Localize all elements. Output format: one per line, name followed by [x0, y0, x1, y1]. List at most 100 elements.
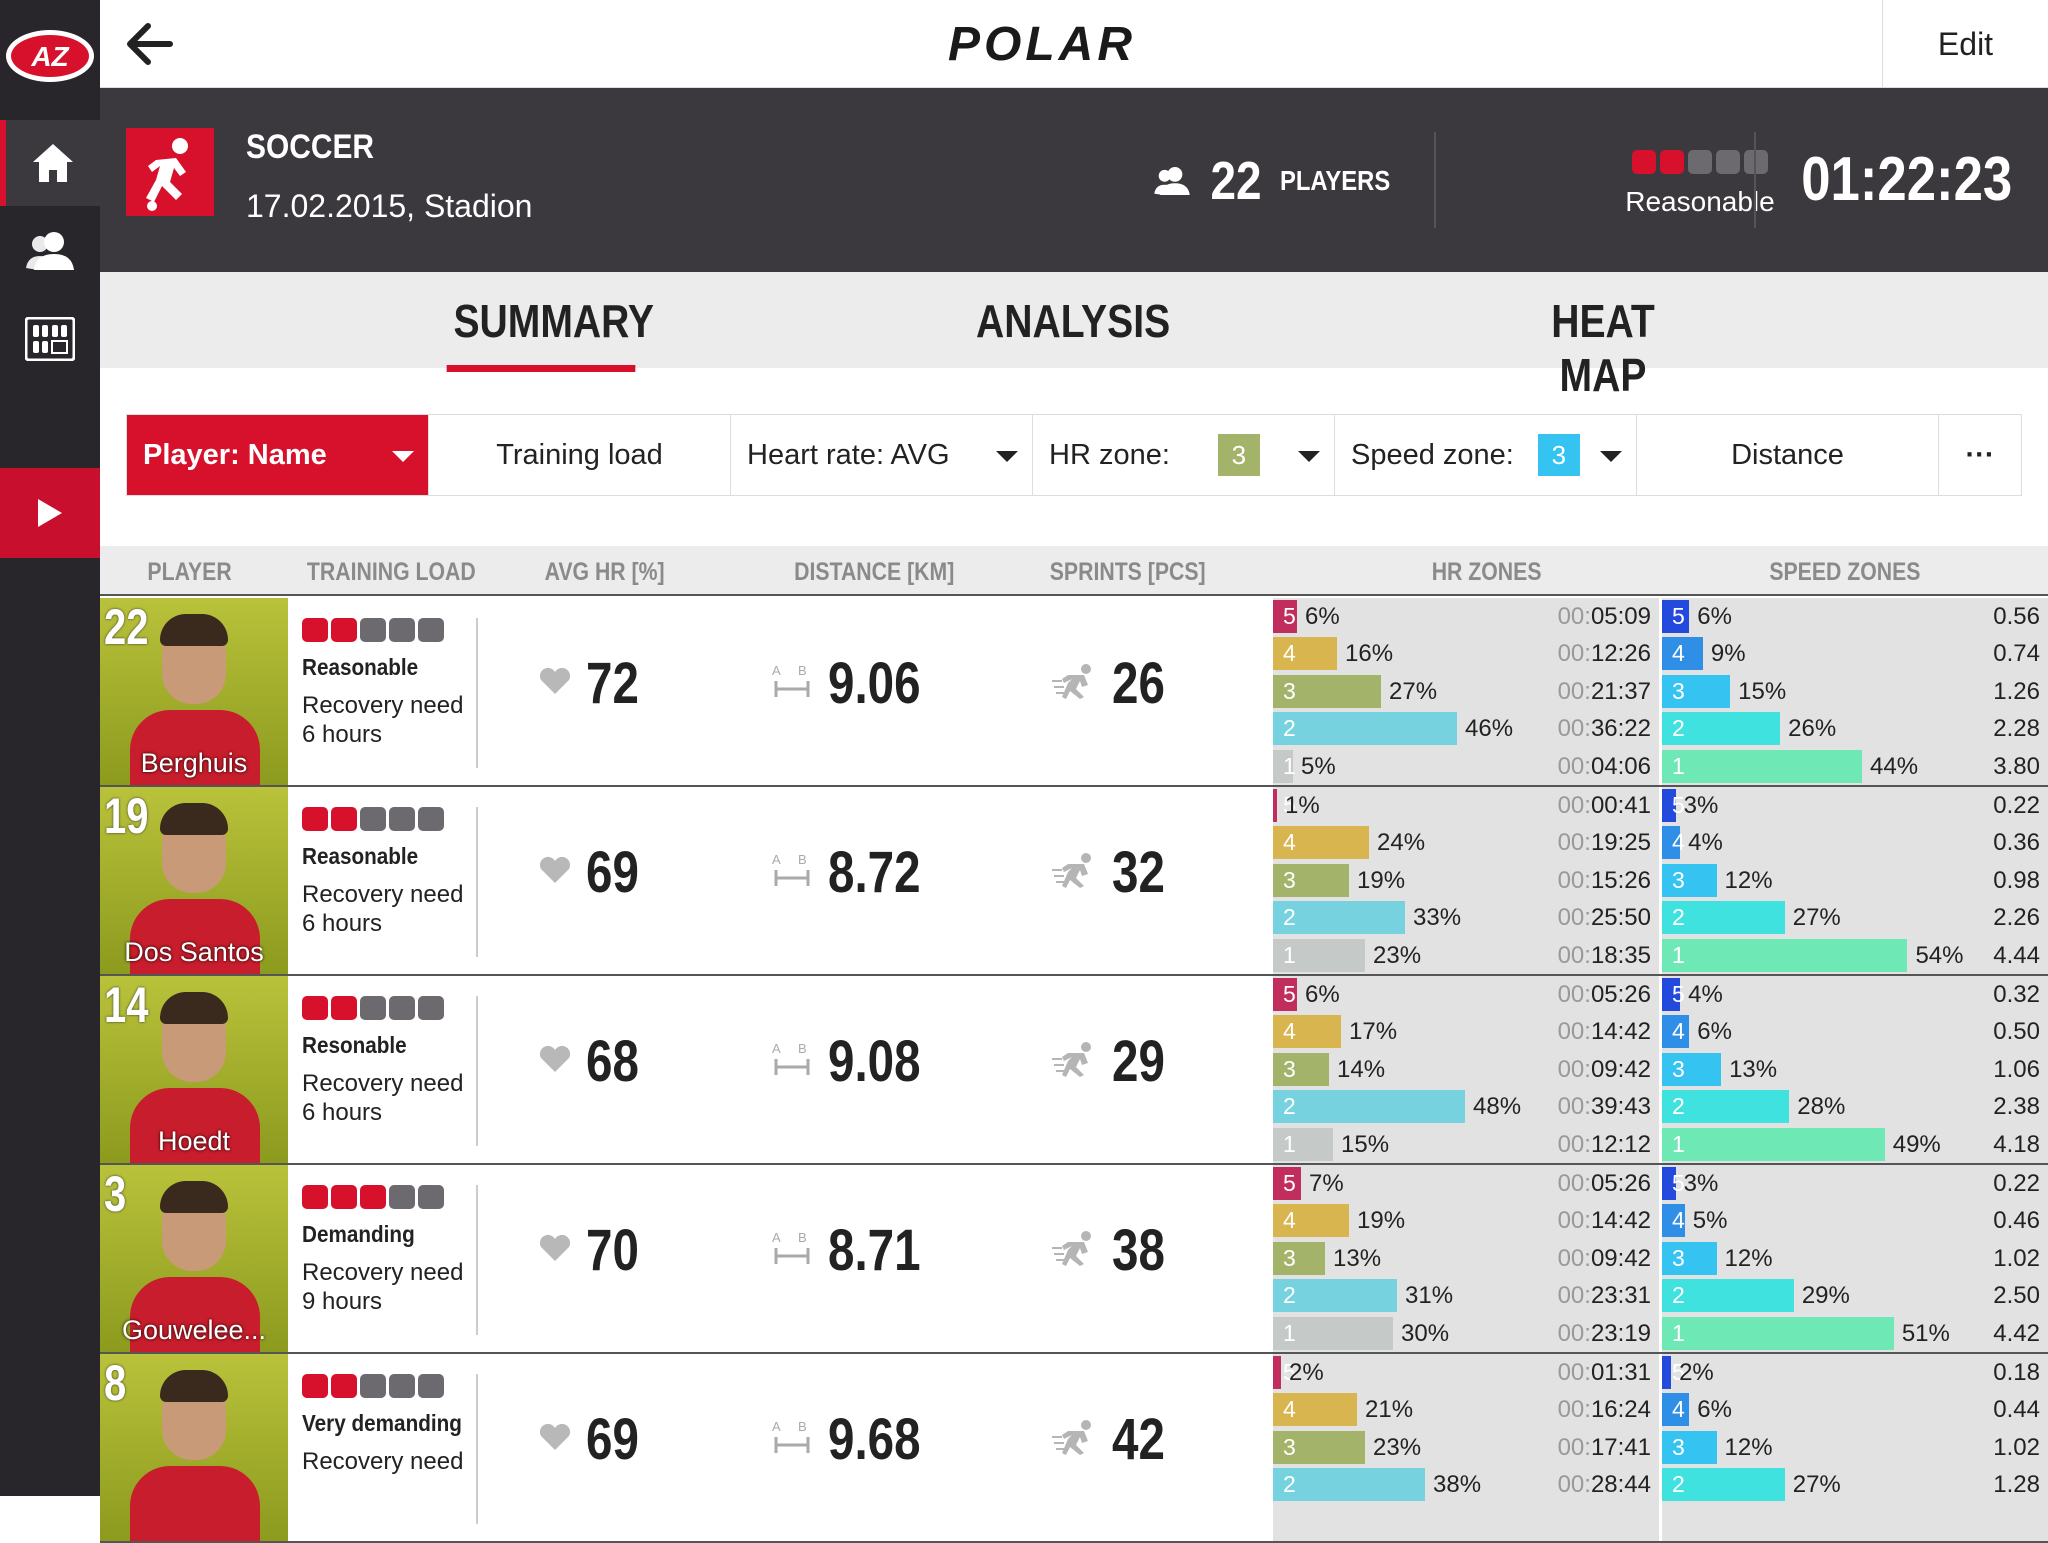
table-row[interactable]: 22 Berghuis Reasonable Recovery need 6 hours…	[100, 598, 2048, 787]
table-row[interactable]: 19 Dos Santos Reasonable Recovery need 6 hou…	[100, 787, 2048, 976]
speed-zone-distance: 1.06	[1993, 1055, 2040, 1083]
hr-zone-time-minutes: 14:42	[1590, 1207, 1651, 1235]
speed-zone-bar	[1662, 901, 1785, 935]
nav-players-button[interactable]	[0, 208, 100, 294]
svg-text:B: B	[798, 663, 807, 678]
zones-cell: 5 7% 00:05:26 4 19% 00:14:42 3 13% 00:09:42 2 31% 0…	[1273, 1165, 2048, 1352]
players-count-value: 22	[1210, 151, 1262, 211]
play-button[interactable]	[0, 468, 100, 558]
speed-zone-distance: 0.36	[1993, 829, 2040, 857]
hr-zone-percent: 16%	[1345, 640, 1394, 668]
speed-zone-number: 5	[1672, 1170, 1685, 1196]
tab-heat-map[interactable]: HEAT MAP	[1551, 295, 1655, 401]
speed-zone-bar	[1662, 712, 1781, 746]
distance-value: 8.72	[828, 840, 921, 905]
hr-zone-badge: 3	[1217, 434, 1260, 476]
speed-zone-bar	[1662, 1279, 1794, 1313]
distance-filter[interactable]: Distance	[1637, 415, 1939, 495]
col-speed-zones[interactable]: SPEED ZONES	[1769, 558, 1921, 586]
nav-scoreboard-button[interactable]	[0, 296, 100, 382]
col-training-load[interactable]: TRAINING LOAD	[306, 558, 476, 586]
col-avg-hr[interactable]: AVG HR [%]	[544, 558, 665, 586]
player-photo[interactable]: 22 Berghuis	[100, 598, 288, 785]
speed-zone-number: 3	[1672, 1055, 1685, 1082]
player-photo[interactable]: 19 Dos Santos	[100, 787, 288, 974]
tab-summary[interactable]: SUMMARY	[446, 295, 655, 372]
speed-zone-percent: 9%	[1710, 640, 1746, 668]
training-load-filter[interactable]: Training load	[429, 415, 731, 495]
speed-zone-row: 4 9% 0.74	[1662, 635, 2048, 672]
hr-zone-percent: 15%	[1341, 1130, 1390, 1158]
player-photo[interactable]: 3 Gouwelee...	[100, 1165, 288, 1352]
load-dot	[331, 618, 357, 642]
hr-zone-time: 00:36:22	[1558, 715, 1651, 743]
more-options-button[interactable]: ···	[1965, 438, 1995, 471]
player-sort-dropdown[interactable]: Player: Name	[127, 415, 429, 495]
table-row[interactable]: 8 Very demanding Recovery need 69 A B 9.68 42 5 2…	[100, 1354, 2048, 1543]
speed-zone-distance: 4.18	[1993, 1130, 2040, 1158]
heart-rate-dropdown[interactable]: Heart rate: AVG	[731, 415, 1033, 495]
speed-zone-row: 1 44% 3.80	[1662, 748, 2048, 785]
col-hr-zones[interactable]: HR ZONES	[1431, 558, 1542, 586]
avg-hr-value: 70	[586, 1218, 639, 1283]
player-photo[interactable]: 14 Hoedt	[100, 976, 288, 1163]
speed-zone-row: 2 28% 2.38	[1662, 1088, 2048, 1125]
load-dot	[389, 996, 415, 1020]
hr-zone-time: 00:17:41	[1558, 1434, 1651, 1462]
col-distance[interactable]: DISTANCE [KM]	[794, 558, 955, 586]
sport-title: SOCCER	[246, 128, 375, 166]
polar-logo: POLAR	[948, 18, 1132, 68]
training-load-meter	[302, 807, 476, 831]
speed-zone-number: 3	[1672, 677, 1685, 704]
club-logo[interactable]: AZ	[6, 30, 94, 82]
hr-zone-time-hours: 00:	[1557, 603, 1591, 630]
session-load-meter	[1540, 150, 1860, 174]
chevron-down-icon	[1298, 451, 1320, 462]
load-dot	[302, 1185, 328, 1209]
hr-zone-time-minutes: 05:09	[1590, 603, 1651, 630]
speed-zone-number: 2	[1672, 1093, 1685, 1120]
recovery-need: Recovery need 6 hours	[302, 1069, 476, 1127]
load-dot	[302, 807, 328, 831]
speed-zone-bar	[1662, 826, 1681, 860]
sprint-icon	[1052, 850, 1098, 895]
speed-zone-percent: 29%	[1801, 1282, 1850, 1310]
hr-zone-time: 00:23:31	[1558, 1282, 1651, 1310]
table-row[interactable]: 3 Gouwelee... Demanding Recovery need 9 hour…	[100, 1165, 2048, 1354]
hr-zone-row: 5 6% 00:05:26	[1273, 976, 1659, 1013]
speed-zone-distance: 0.98	[1993, 866, 2040, 894]
hr-zone-row: 3 27% 00:21:37	[1273, 673, 1659, 710]
hr-zone-bar	[1273, 789, 1277, 822]
speed-zone-percent: 15%	[1738, 677, 1787, 705]
col-sprints[interactable]: SPRINTS [PCS]	[1049, 558, 1206, 586]
training-load-label: Reasonable	[302, 843, 419, 869]
hr-zone-bar	[1273, 600, 1297, 633]
speed-zone-dropdown[interactable]: Speed zone: 3	[1335, 415, 1637, 495]
players-icon	[1154, 166, 1190, 196]
distance-value: 9.08	[828, 1029, 921, 1094]
edit-button[interactable]: Edit	[1882, 0, 2048, 88]
speed-zone-distance: 0.50	[1993, 1018, 2040, 1046]
tab-analysis[interactable]: ANALYSIS	[976, 295, 1171, 347]
player-photo[interactable]: 8	[100, 1354, 288, 1541]
hr-zone-time-minutes: 25:50	[1590, 904, 1651, 932]
sprints-value: 38	[1112, 1218, 1165, 1283]
speed-zones-chart: 5 3% 0.22 4 5% 0.46 3 12% 1.02 2 29% 2.50 1 51% 4.42	[1662, 1165, 2048, 1352]
hr-zone-number: 2	[1283, 1093, 1296, 1120]
hr-zone-label: HR zone:	[1049, 438, 1170, 471]
speed-zone-distance: 1.28	[1993, 1471, 2040, 1499]
table-row[interactable]: 14 Hoedt Resonable Recovery need 6 hours 68 A B…	[100, 976, 2048, 1165]
col-player[interactable]: PLAYER	[147, 558, 232, 586]
hr-zone-bar	[1273, 1127, 1333, 1161]
speed-zone-row: 1 49% 4.18	[1662, 1126, 2048, 1163]
speed-zone-bar	[1662, 1356, 1672, 1389]
hr-zone-dropdown[interactable]: HR zone: 3	[1033, 415, 1335, 495]
hr-zone-bar	[1273, 1356, 1281, 1389]
recovery-need-label: Recovery need	[302, 881, 464, 908]
hr-zone-row: 3 19% 00:15:26	[1273, 862, 1659, 899]
hr-zone-percent: 14%	[1337, 1055, 1386, 1083]
hr-zone-time-minutes: 15:26	[1590, 866, 1651, 894]
nav-home-button[interactable]	[0, 120, 100, 206]
back-button[interactable]	[124, 18, 176, 70]
